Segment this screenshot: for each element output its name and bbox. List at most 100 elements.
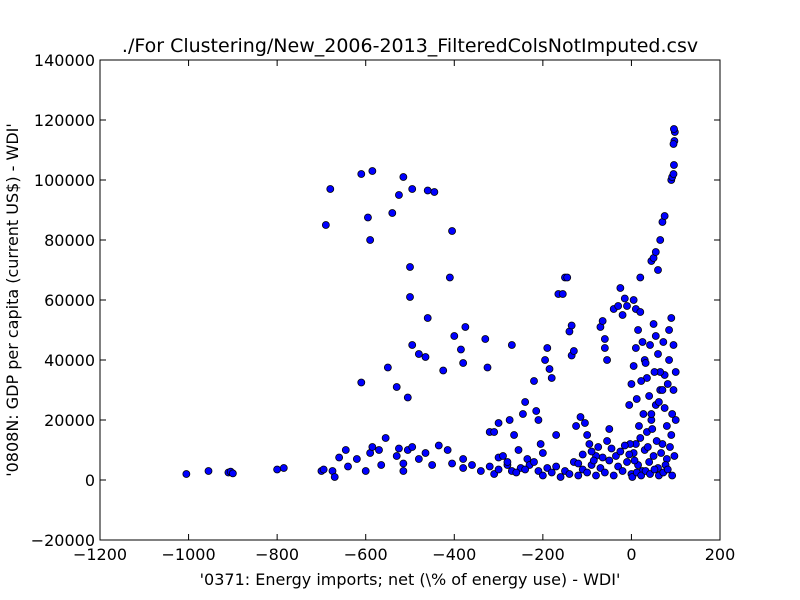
data-point	[598, 317, 607, 325]
data-point	[490, 428, 499, 436]
y-tick-label: 140000	[34, 51, 95, 70]
data-point	[670, 452, 679, 460]
data-point	[574, 471, 583, 480]
data-point	[552, 431, 561, 439]
data-point	[667, 431, 676, 439]
data-point	[650, 368, 659, 376]
data-point	[669, 170, 678, 178]
data-point	[600, 468, 609, 477]
data-point	[364, 213, 372, 222]
data-point	[558, 290, 567, 298]
data-point	[658, 386, 667, 394]
data-point	[547, 374, 556, 382]
data-point	[565, 470, 574, 478]
y-tick-label: 60000	[44, 291, 95, 310]
data-point	[572, 422, 580, 430]
data-point	[667, 314, 676, 322]
data-point	[341, 446, 350, 454]
x-tick-label: −1200	[73, 545, 127, 564]
data-point	[660, 212, 669, 220]
data-point	[443, 446, 452, 454]
data-point	[618, 467, 627, 475]
data-point	[536, 440, 545, 448]
data-point	[659, 338, 668, 346]
data-point	[669, 341, 678, 349]
data-point	[532, 407, 541, 415]
data-point	[623, 302, 631, 310]
data-point	[414, 350, 423, 358]
data-point	[669, 140, 678, 148]
data-point	[392, 452, 401, 460]
data-point	[448, 459, 456, 468]
data-point	[366, 236, 375, 244]
data-point	[273, 465, 282, 474]
data-point	[665, 356, 673, 364]
data-point	[421, 449, 430, 457]
data-point	[663, 465, 672, 474]
data-point	[352, 455, 361, 463]
data-point	[383, 363, 392, 372]
data-point	[666, 443, 674, 451]
data-point	[607, 444, 616, 453]
ticks-layer: −1200 −1000 −800 −600 −400 −200 0 200 −20000 0 200…	[31, 51, 736, 564]
data-point	[670, 125, 678, 133]
data-point	[600, 335, 609, 343]
data-point	[485, 462, 494, 471]
data-point	[574, 459, 583, 468]
data-point	[459, 359, 468, 367]
data-point	[620, 294, 629, 303]
points-layer	[182, 125, 680, 481]
data-point	[581, 419, 589, 427]
data-point	[228, 469, 237, 478]
data-point	[657, 449, 665, 457]
data-point	[507, 341, 516, 349]
data-point	[650, 465, 659, 474]
y-tick-label: 80000	[44, 231, 95, 250]
data-point	[587, 447, 596, 456]
data-point	[641, 359, 650, 367]
data-point	[609, 471, 618, 480]
data-point	[421, 353, 430, 361]
data-point	[344, 462, 352, 471]
y-tick-label: 120000	[34, 111, 95, 130]
data-point	[321, 221, 330, 229]
data-point	[663, 380, 672, 388]
data-point	[510, 431, 518, 439]
data-point	[521, 465, 530, 474]
x-tick-label: −200	[521, 545, 565, 564]
data-point	[616, 447, 625, 456]
data-point	[567, 321, 576, 330]
data-point	[563, 273, 572, 282]
data-point	[614, 302, 623, 310]
data-point	[668, 471, 677, 480]
data-point	[665, 326, 673, 334]
data-point	[648, 425, 657, 433]
data-point	[521, 398, 530, 406]
data-point	[636, 434, 645, 442]
data-point	[530, 377, 538, 385]
data-point	[603, 356, 611, 364]
data-point	[576, 413, 585, 421]
plot-frame	[99, 59, 721, 541]
data-point	[634, 326, 642, 334]
data-point	[476, 467, 485, 475]
data-point	[616, 284, 625, 292]
data-point	[594, 443, 603, 451]
data-point	[408, 341, 417, 349]
data-point	[459, 455, 468, 463]
data-point	[605, 425, 614, 433]
data-point	[651, 248, 660, 256]
data-point	[552, 462, 561, 471]
data-point	[605, 456, 614, 465]
x-tick-label: −400	[432, 545, 476, 564]
x-tick-label: −600	[344, 545, 388, 564]
data-point	[450, 332, 459, 340]
data-point	[630, 456, 639, 465]
data-point	[569, 347, 578, 355]
data-point	[381, 434, 390, 442]
data-point	[645, 458, 654, 466]
data-point	[654, 266, 662, 274]
data-point	[368, 443, 377, 451]
data-point	[483, 363, 492, 372]
data-point	[625, 401, 634, 409]
